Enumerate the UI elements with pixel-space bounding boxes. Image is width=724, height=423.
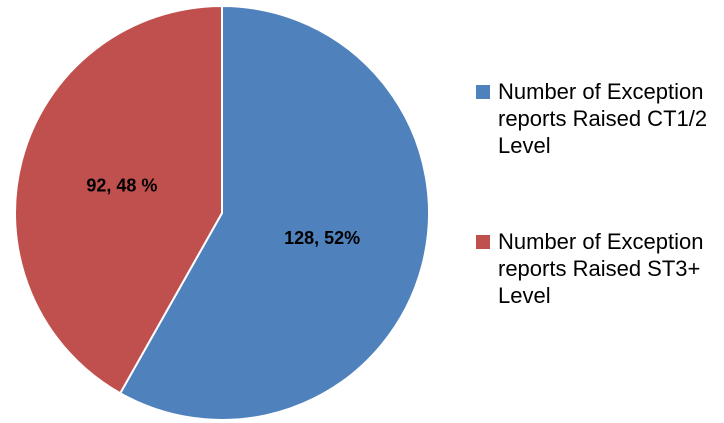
- legend-label: Number of Exception reports Raised CT1/2…: [498, 79, 708, 158]
- legend-label: Number of Exception reports Raised ST3+ …: [498, 229, 704, 308]
- pie-slice: [14, 4, 223, 395]
- data-label: 92, 48 %: [86, 175, 157, 195]
- pie-slice: [118, 4, 430, 421]
- legend-swatch: [476, 85, 490, 99]
- data-label: 128, 52%: [284, 228, 360, 248]
- legend-swatch: [476, 235, 490, 249]
